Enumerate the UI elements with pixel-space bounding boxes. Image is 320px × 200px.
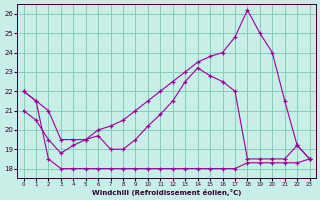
X-axis label: Windchill (Refroidissement éolien,°C): Windchill (Refroidissement éolien,°C) [92,189,241,196]
